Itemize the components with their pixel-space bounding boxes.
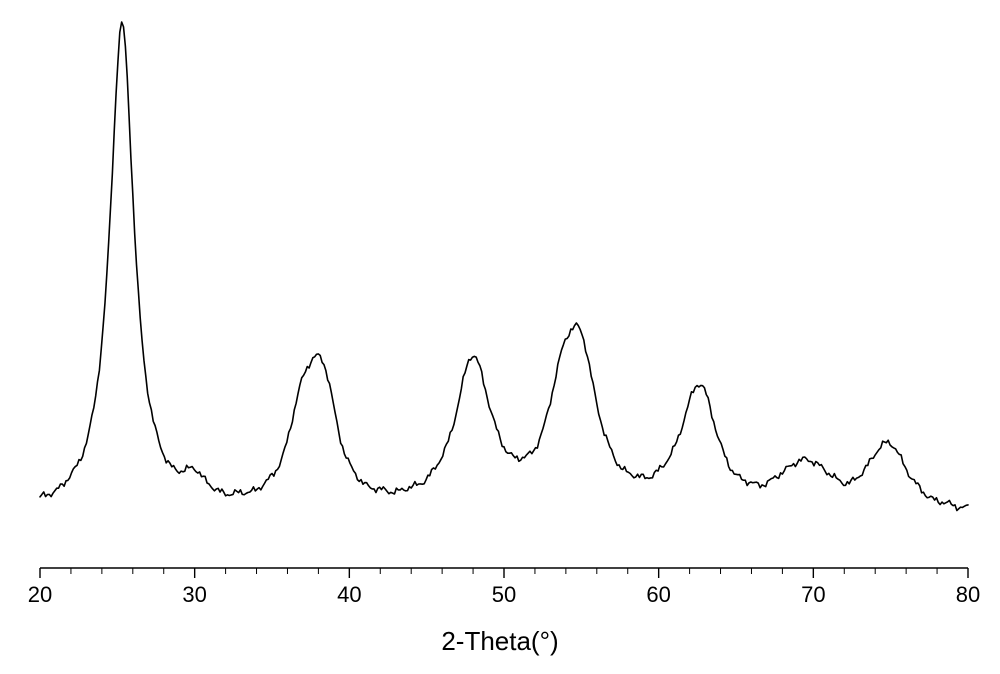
figure-container: 20 30 40 50 60 70 80 2-Theta(°) bbox=[0, 0, 1000, 674]
xrd-chart: 20 30 40 50 60 70 80 bbox=[0, 0, 1000, 674]
x-tick-label: 50 bbox=[492, 582, 516, 607]
x-tick-label: 60 bbox=[646, 582, 670, 607]
x-tick-label: 80 bbox=[956, 582, 980, 607]
x-tick-label: 70 bbox=[801, 582, 825, 607]
xrd-curve bbox=[40, 22, 968, 511]
x-axis-label: 2-Theta(°) bbox=[0, 626, 1000, 657]
x-tick-label: 40 bbox=[337, 582, 361, 607]
x-tick-label: 30 bbox=[182, 582, 206, 607]
x-tick-label: 20 bbox=[28, 582, 52, 607]
